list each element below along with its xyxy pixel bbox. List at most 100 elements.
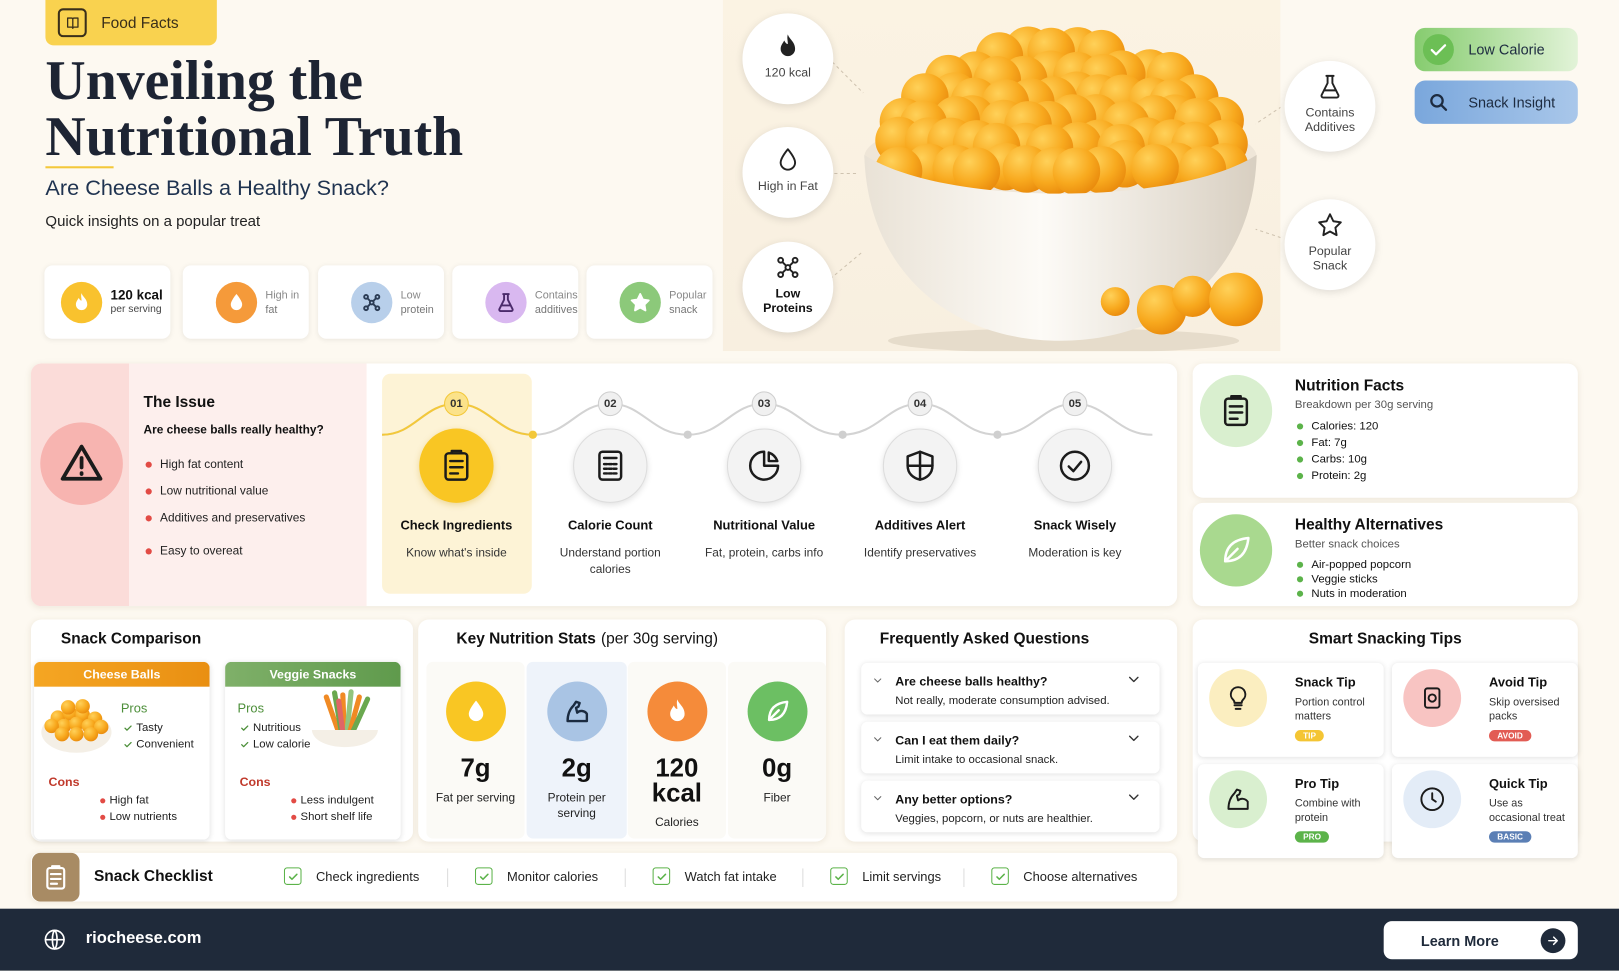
path (779, 148, 797, 171)
bullet (1296, 472, 1304, 480)
checklist-item[interactable]: Check ingredients (283, 867, 419, 885)
pros-item: Tasty (123, 722, 163, 734)
badge-icon (1423, 87, 1454, 118)
path (767, 451, 779, 463)
step-number-text: 03 (757, 397, 771, 410)
rect (444, 452, 469, 481)
icon-circle (726, 428, 802, 503)
checkbox[interactable] (991, 867, 1009, 885)
checkbox[interactable] (652, 867, 671, 885)
icon-circle (573, 428, 648, 503)
checkbox[interactable] (283, 867, 302, 885)
stat-card: Contains additives (452, 265, 579, 339)
step-desc: Fat, protein, carbs info (705, 547, 824, 560)
info-item: Nuts in moderation (1296, 588, 1407, 600)
path (1067, 460, 1083, 473)
tip-desc: Use as occasional treat (1489, 797, 1565, 825)
icon (479, 873, 489, 880)
checklist-item[interactable]: Monitor calories (474, 867, 598, 885)
veggie-stick (346, 694, 362, 737)
tip-desc: Skip oversised packs (1489, 695, 1560, 723)
step-number: 01 (444, 391, 469, 417)
pros-text: Low calorie (252, 738, 311, 751)
icon-circle (882, 428, 958, 503)
panel-checklist (30, 852, 1178, 902)
path (767, 700, 788, 722)
checklist-item[interactable]: Limit servings (830, 867, 941, 885)
icon-circle: 120 kcal (742, 13, 834, 105)
path (448, 449, 464, 475)
icon (1430, 93, 1448, 111)
bullet (145, 461, 152, 468)
badge[interactable]: Snack Insight (1414, 80, 1578, 124)
path (479, 873, 489, 880)
veggie-stick (344, 689, 354, 737)
icon (995, 873, 1005, 880)
faq-item[interactable]: Can I eat them daily? Limit intake to occ… (861, 721, 1160, 774)
stat-text: Contains additives (535, 288, 578, 317)
info-item: Fat: 7g (1296, 437, 1347, 449)
compare-name: Cheese Balls (83, 667, 161, 682)
stat-card: Low protein (318, 265, 445, 339)
key-stats-heading: Key Nutrition Stats (per 30g serving) (456, 630, 718, 648)
circle (374, 293, 381, 300)
checklist-title: Snack Checklist (93, 867, 213, 885)
learn-more-button[interactable]: Learn More (1383, 921, 1578, 960)
stat-main: Low (400, 288, 421, 302)
checklist-item[interactable]: Watch fat intake (652, 867, 777, 885)
faq-item[interactable]: Are cheese balls healthy? Not really, mod… (861, 662, 1160, 715)
path (1228, 395, 1244, 420)
stat-sub: snack (669, 303, 698, 316)
info-text: Protein: 2g (1311, 469, 1367, 483)
hero-image (722, 0, 1281, 352)
icon-circle: Contains Additives (1284, 60, 1376, 152)
bullet (100, 797, 106, 803)
key-stat: 2g Protein per serving (526, 661, 627, 839)
icon (1229, 686, 1247, 710)
badge-icon (1422, 34, 1454, 66)
snack-image (311, 689, 378, 748)
icon (241, 741, 249, 748)
icon (44, 929, 65, 950)
faq-item[interactable]: Any better options? Veggies, popcorn, or … (861, 780, 1160, 833)
path (906, 450, 934, 481)
connector (829, 61, 1281, 280)
checkbox[interactable] (830, 867, 848, 885)
step-desc: Identify preservatives (863, 547, 977, 560)
cheese-ball (54, 726, 70, 742)
footer-site: riocheese.com (85, 929, 202, 947)
tip-card: Quick Tip Use as occasional treat BASIC (1391, 764, 1578, 859)
checkbox[interactable] (474, 867, 493, 885)
path (66, 16, 79, 29)
stat-main: Contains (534, 288, 578, 302)
icon (1420, 787, 1445, 812)
circle (777, 271, 785, 279)
step-title: Additives Alert (874, 518, 966, 533)
key-stat: 7g Fat per serving (426, 661, 525, 839)
info-text: Air-popped popcorn (1311, 558, 1412, 572)
bowl (311, 730, 378, 748)
step-desc: Understand portion calories (559, 547, 661, 577)
pros-label: Pros (237, 701, 265, 716)
stat-icon (619, 281, 661, 323)
bullet (1296, 439, 1304, 447)
icon (46, 864, 66, 890)
checklist-item[interactable]: Choose alternatives (991, 867, 1137, 885)
key-stat-value: 120 kcal (651, 753, 702, 808)
faq-question: Any better options? (895, 792, 1013, 807)
stat-card: 120 kcal per serving (44, 265, 171, 339)
icon-circle (419, 428, 494, 503)
separator (802, 868, 804, 888)
icon (444, 449, 469, 481)
tip-tag: TIP (1294, 730, 1325, 742)
path (1128, 735, 1139, 742)
veggie-stick (349, 696, 371, 737)
badge[interactable]: Low Calorie (1414, 27, 1578, 72)
bullet (1296, 576, 1304, 583)
path (1318, 213, 1342, 237)
icon (767, 700, 788, 722)
path (656, 873, 666, 880)
path (124, 741, 132, 748)
icon (1128, 735, 1139, 742)
